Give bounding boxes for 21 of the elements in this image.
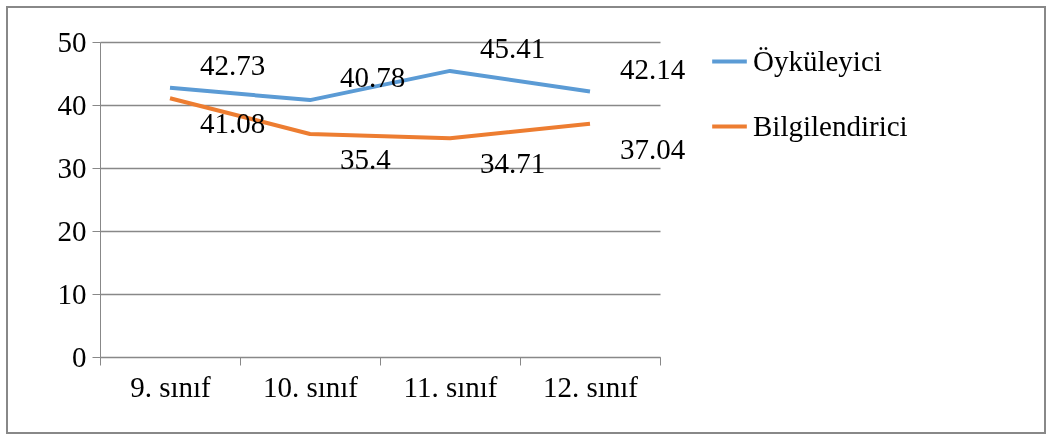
x-tick-label: 9. sınıf <box>130 370 212 403</box>
data-label: 42.14 <box>620 52 686 85</box>
y-tick-label: 40 <box>57 88 87 121</box>
data-label: 40.78 <box>340 61 406 94</box>
data-label: 42.73 <box>200 48 266 81</box>
y-tick-label: 0 <box>72 340 87 373</box>
y-tick-label: 50 <box>57 25 87 58</box>
data-label: 37.04 <box>620 132 686 165</box>
data-label: 45.41 <box>480 31 546 64</box>
y-tick-label: 30 <box>57 151 87 184</box>
y-tick-label: 10 <box>57 277 87 310</box>
legend-label: Bilgilendirici <box>753 109 908 142</box>
y-tick-label: 20 <box>57 214 87 247</box>
line-series <box>168 96 592 141</box>
data-label: 35.4 <box>340 142 392 175</box>
x-tick-label: 11. sınıf <box>403 370 498 403</box>
legend-label: Öyküleyici <box>753 44 882 77</box>
data-label: 34.71 <box>480 147 546 180</box>
x-tick-label: 10. sınıf <box>262 370 359 403</box>
x-tick-label: 12. sınıf <box>542 370 639 403</box>
data-label: 41.08 <box>200 107 266 140</box>
